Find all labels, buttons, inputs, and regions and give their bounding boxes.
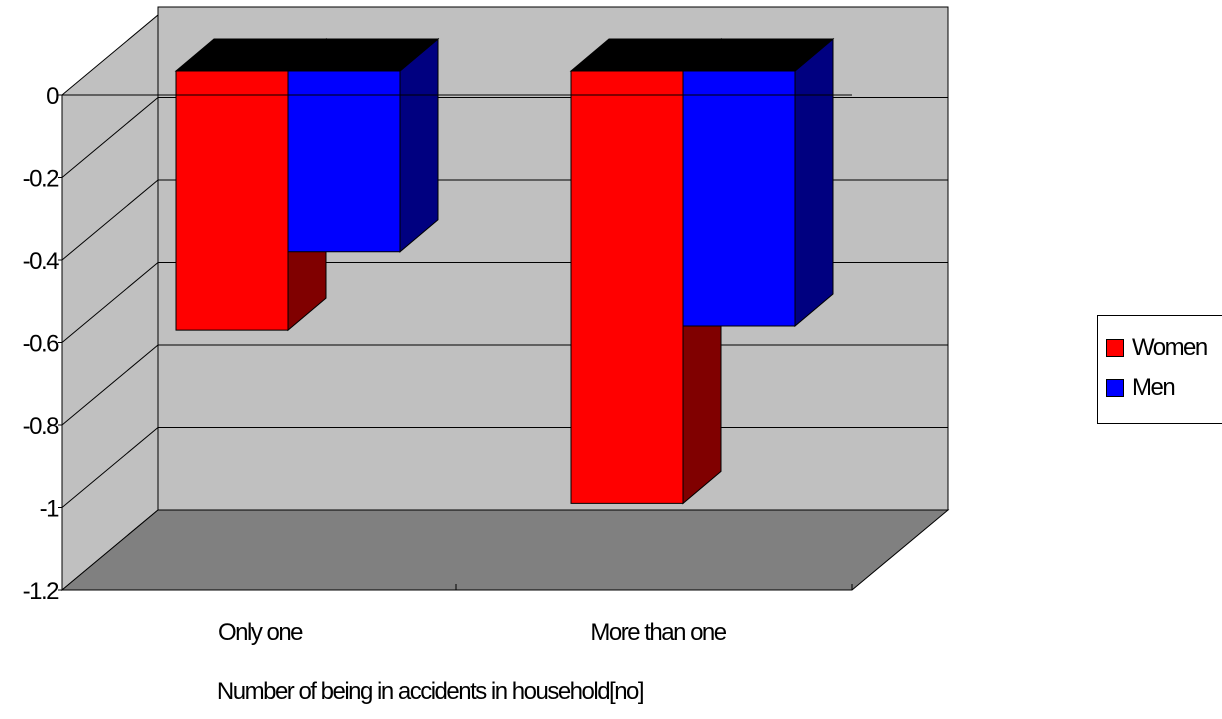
grid-line-diagonal — [61, 427, 159, 508]
x-tick-labels: Only one More than one — [218, 619, 728, 646]
y-tick-label: 0 — [46, 83, 59, 110]
x-tick-label: More than one — [590, 619, 726, 646]
legend-swatch-men — [1106, 379, 1124, 397]
grid-line-diagonal — [61, 179, 159, 261]
grid-line-diagonal — [61, 344, 159, 426]
legend-item-women: Women — [1106, 328, 1208, 368]
legend-label-women: Women — [1132, 334, 1208, 361]
y-tick-labels: 0 -0.2 -0.4 -0.6 -0.8 -1 -1.2 — [23, 83, 62, 605]
bar-series — [174, 37, 835, 505]
legend-label-men: Men — [1132, 374, 1176, 401]
legend-item-men: Men — [1106, 368, 1176, 408]
y-tick-label: -0.4 — [23, 248, 60, 275]
bar-men — [287, 70, 401, 253]
legend-swatch-women — [1106, 339, 1124, 357]
bar-women — [570, 70, 684, 504]
y-tick-label: -0.6 — [23, 331, 60, 358]
bar-side-men — [794, 37, 834, 328]
y-tick-label: -0.2 — [23, 166, 60, 193]
floor — [60, 509, 950, 591]
x-tick-label: Only one — [218, 619, 303, 646]
bar-side-men — [399, 37, 439, 253]
grid-line-diagonal — [61, 97, 159, 178]
y-tick-label: -1.2 — [23, 578, 60, 605]
y-tick-label: -1 — [40, 496, 59, 523]
x-axis-title: Number of being in accidents in househol… — [216, 678, 645, 705]
y-tick-label: -0.8 — [23, 413, 60, 440]
legend: Women Men — [1097, 315, 1222, 424]
grid-line-diagonal — [61, 262, 159, 343]
bar-women — [175, 70, 289, 331]
bar-men — [682, 70, 796, 327]
